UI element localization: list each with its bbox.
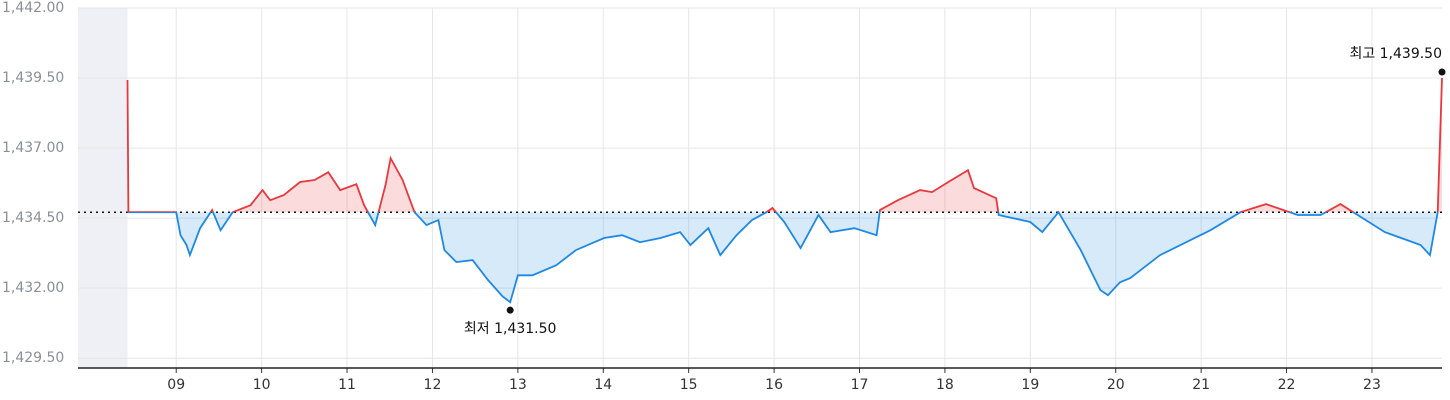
x-tick-label: 10 [253,377,271,393]
x-tick-label: 20 [1107,377,1125,393]
x-tick-label: 11 [338,377,356,393]
area [127,78,1442,303]
y-tick-label: 1,442.00 [2,0,64,16]
x-tick-label: 13 [509,377,527,393]
x-tick-label: 22 [1278,377,1296,393]
annotation-label: 최저 1,431.50 [464,321,557,337]
y-tick-label: 1,432.00 [2,280,64,296]
x-tick-label: 09 [167,377,185,393]
x-tick-label: 16 [765,377,783,393]
annotation-dot [1438,68,1446,76]
y-tick-label: 1,429.50 [2,350,64,366]
x-tick-label: 12 [424,377,442,393]
annotation-label: 최고 1,439.50 [1349,46,1442,62]
y-tick-label: 1,437.00 [2,140,64,156]
shaded-region [78,8,128,368]
x-tick-label: 18 [936,377,954,393]
x-tick-label: 15 [680,377,698,393]
x-tick-label: 14 [594,377,612,393]
x-tick-label: 17 [851,377,869,393]
price-line [126,77,1443,304]
y-tick-label: 1,434.50 [2,210,64,226]
x-tick-label: 19 [1021,377,1039,393]
x-tick-label: 23 [1363,377,1381,393]
y-tick-label: 1,439.50 [2,70,64,86]
x-tick-label: 21 [1192,377,1210,393]
annotation-dot [506,306,514,314]
